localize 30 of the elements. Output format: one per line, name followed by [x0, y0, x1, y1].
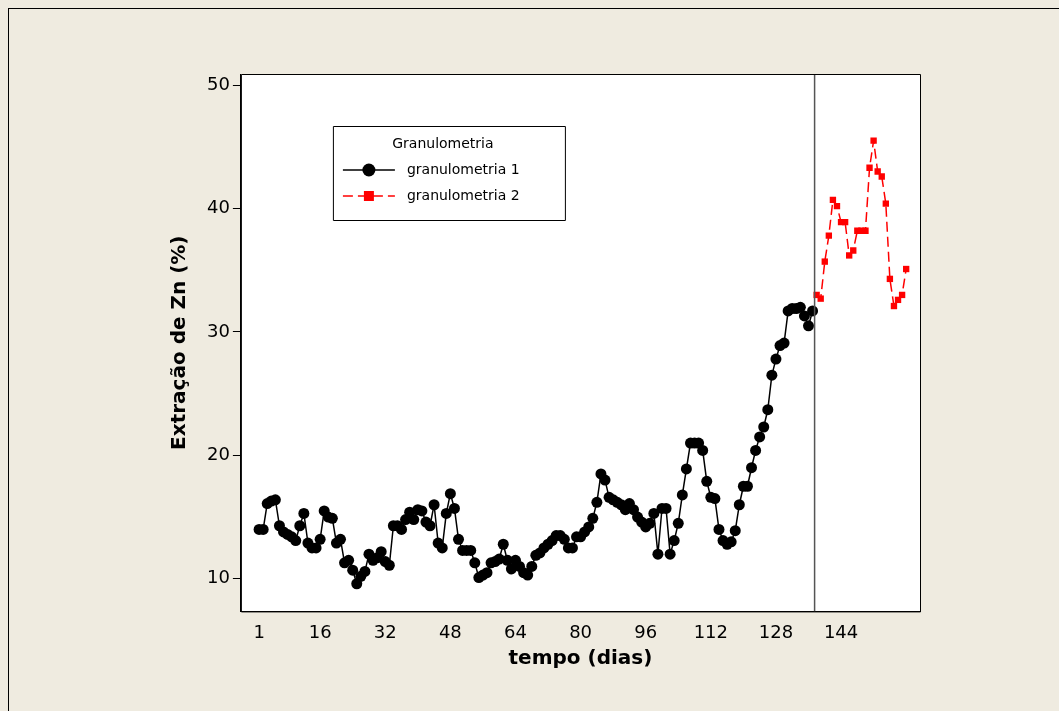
x-axis-title: tempo (dias)	[508, 645, 653, 670]
y-tick-label: 30	[207, 319, 230, 341]
point	[870, 137, 877, 144]
point	[878, 173, 885, 180]
x-tick-label: 80	[569, 620, 593, 642]
legend-title: Granulometria	[392, 134, 494, 151]
legend-label: granulometria 2	[406, 186, 520, 203]
y-tick-label: 20	[207, 443, 230, 465]
point	[890, 302, 898, 310]
y-tick-label: 10	[207, 566, 230, 588]
x-tick-label: 64	[504, 620, 527, 642]
point	[850, 247, 857, 254]
y-axis-title: Extração de Zn (%)	[166, 235, 191, 450]
x-tick-label: 112	[693, 620, 728, 642]
x-tick-label: 128	[758, 620, 794, 642]
x-tick-label: 32	[373, 620, 397, 642]
point	[817, 295, 824, 302]
x-tick-label: 48	[438, 620, 462, 642]
x-tick-label: 16	[308, 620, 332, 642]
point	[821, 258, 828, 265]
legend-label: granulometria 1	[406, 160, 520, 177]
y-tick-label: 50	[207, 72, 230, 94]
point	[874, 168, 881, 175]
point	[866, 164, 873, 171]
x-tick-label: 96	[634, 620, 658, 642]
y-tick-label: 40	[207, 196, 230, 218]
x-tick-label: 144	[823, 620, 859, 642]
x-tick-label: 1	[253, 620, 265, 642]
point	[862, 227, 869, 234]
point	[882, 200, 889, 207]
